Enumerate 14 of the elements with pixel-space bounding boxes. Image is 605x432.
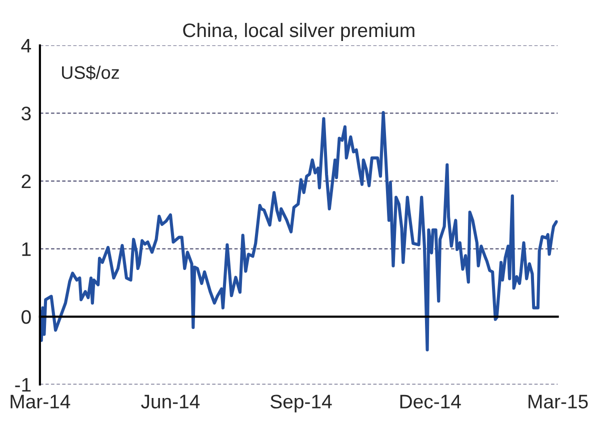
y-tick-label: 0 — [22, 310, 31, 324]
y-tick-label: 3 — [22, 106, 31, 120]
line-series — [40, 110, 558, 352]
y-tick-label: 2 — [22, 174, 31, 188]
x-tick-label: Sep-14 — [270, 394, 332, 412]
x-tick-label: Jun-14 — [141, 394, 200, 408]
y-axis-title: US$/oz — [62, 65, 119, 80]
y-tick-label: 1 — [22, 242, 31, 256]
y-tick-label: -1 — [15, 378, 31, 392]
y-tick-label: 4 — [21, 39, 32, 52]
x-tick-label: Mar-15 — [528, 394, 588, 408]
chart-title: China, local silver premium — [183, 22, 414, 42]
x-tick-label: Dec-14 — [400, 394, 461, 408]
x-tick-label: Mar-14 — [10, 394, 70, 408]
